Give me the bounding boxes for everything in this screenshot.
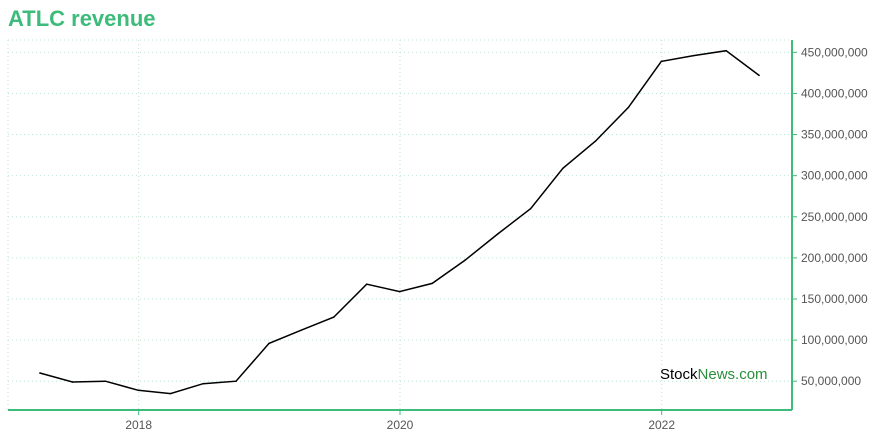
data-point — [268, 342, 270, 345]
y-tick-label: 50,000,000 — [801, 374, 861, 388]
watermark-com: .com — [735, 366, 768, 383]
data-point — [104, 380, 107, 383]
data-point — [529, 207, 532, 210]
data-point — [202, 382, 204, 385]
data-point — [398, 290, 401, 293]
data-point — [365, 283, 368, 286]
data-point — [39, 372, 41, 374]
data-point — [627, 106, 630, 109]
y-tick-label: 200,000,000 — [801, 251, 868, 265]
y-tick-label: 250,000,000 — [801, 210, 868, 224]
data-point — [235, 380, 237, 383]
y-tick-label: 150,000,000 — [801, 292, 868, 306]
gridlines — [7, 39, 792, 410]
data-point — [137, 389, 140, 392]
x-tick-label: 2020 — [387, 418, 414, 432]
watermark: StockNews.com — [660, 366, 768, 383]
x-tick-label: 2018 — [125, 418, 152, 432]
data-point — [431, 282, 434, 285]
series-line — [39, 49, 760, 395]
data-point — [692, 54, 695, 57]
data-point — [71, 381, 74, 383]
data-point — [562, 167, 564, 170]
data-point — [463, 259, 466, 262]
data-point — [496, 233, 499, 235]
data-point — [725, 49, 727, 52]
x-tick-label: 2022 — [648, 418, 675, 432]
data-point — [300, 329, 302, 332]
watermark-stock: Stock — [660, 366, 698, 383]
axes — [8, 40, 797, 415]
data-point — [758, 74, 760, 77]
watermark-news: News — [698, 366, 736, 383]
y-tick-label: 100,000,000 — [801, 333, 868, 347]
y-tick-label: 450,000,000 — [801, 45, 868, 59]
data-point — [594, 140, 597, 142]
tick-labels: 50,000,000 100,000,000 150,000,000 200,000,… — [125, 45, 868, 432]
data-point — [332, 316, 335, 318]
y-tick-label: 400,000,000 — [801, 86, 868, 100]
chart-title: ATLC revenue — [8, 6, 156, 31]
data-point — [169, 392, 172, 395]
y-tick-label: 300,000,000 — [801, 169, 868, 183]
y-tick-label: 350,000,000 — [801, 128, 868, 142]
data-point — [660, 60, 663, 63]
data-points — [39, 49, 760, 395]
